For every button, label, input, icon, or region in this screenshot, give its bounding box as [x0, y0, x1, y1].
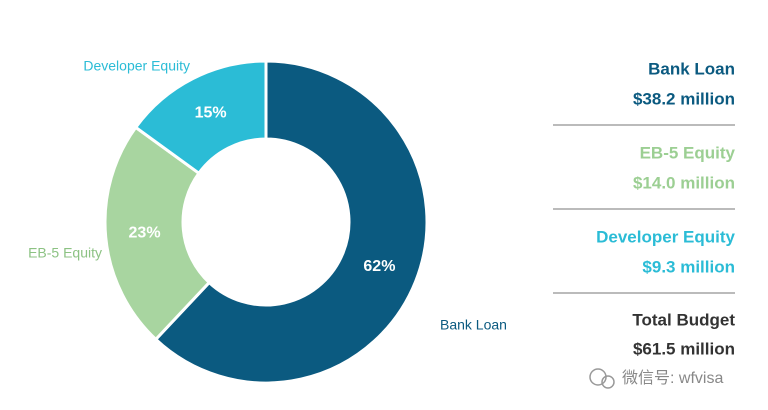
- summary-label: Bank Loan: [648, 59, 735, 78]
- data-label: 23%: [129, 225, 161, 242]
- summary-label: EB-5 Equity: [640, 143, 736, 162]
- total-amount: $61.5 million: [633, 339, 735, 358]
- watermark: 微信号: wfvisa: [589, 368, 723, 389]
- donut: 62% Bank Loan 23% EB-5 Equity 15% Developer E…: [28, 58, 507, 385]
- data-label: 62%: [363, 258, 395, 275]
- summary-amount: $9.3 million: [642, 257, 735, 276]
- category-label: EB-5 Equity: [28, 245, 102, 261]
- watermark-icon: [601, 375, 615, 389]
- data-label: 15%: [195, 105, 227, 122]
- donut-segment: [153, 59, 429, 385]
- category-label: Developer Equity: [83, 58, 190, 74]
- donut-segment: [133, 59, 268, 176]
- summary-label: Developer Equity: [596, 227, 735, 246]
- summary-amount: $14.0 million: [633, 173, 735, 192]
- watermark-text: 微信号: wfvisa: [622, 369, 723, 387]
- donut-segment: [103, 125, 212, 342]
- total-label: Total Budget: [632, 310, 735, 329]
- category-label: Bank Loan: [440, 317, 507, 333]
- summary-amount: $38.2 million: [633, 89, 735, 108]
- summary-panel: Bank Loan $38.2 million EB-5 Equity $14.0 m…: [553, 59, 736, 358]
